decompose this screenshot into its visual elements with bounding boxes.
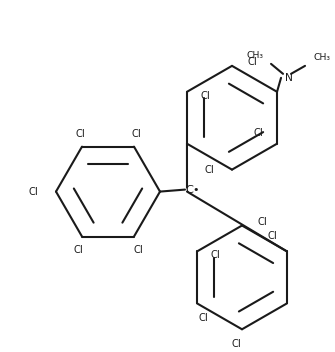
Text: N: N <box>285 73 293 83</box>
Text: Cl: Cl <box>75 129 85 139</box>
Text: CH₃: CH₃ <box>313 53 330 62</box>
Text: Cl: Cl <box>28 187 38 196</box>
Text: C•: C• <box>185 184 200 195</box>
Text: Cl: Cl <box>204 165 214 175</box>
Text: Cl: Cl <box>73 245 83 254</box>
Text: Cl: Cl <box>258 216 268 227</box>
Text: Cl: Cl <box>267 232 277 241</box>
Text: Cl: Cl <box>211 250 221 260</box>
Text: CH₃: CH₃ <box>246 51 263 60</box>
Text: Cl: Cl <box>253 128 263 138</box>
Text: Cl: Cl <box>131 129 141 139</box>
Text: Cl: Cl <box>133 245 143 254</box>
Text: Cl: Cl <box>248 57 258 67</box>
Text: Cl: Cl <box>231 339 241 349</box>
Text: Cl: Cl <box>201 91 211 101</box>
Text: Cl: Cl <box>198 313 208 323</box>
